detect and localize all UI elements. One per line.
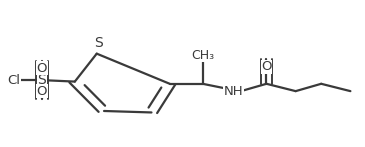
Text: S: S: [38, 73, 46, 87]
Text: O: O: [37, 62, 47, 75]
Text: NH: NH: [224, 85, 243, 98]
Text: Cl: Cl: [7, 74, 20, 87]
Text: S: S: [94, 36, 103, 50]
Text: O: O: [37, 85, 47, 98]
Text: CH₃: CH₃: [191, 49, 214, 61]
Text: O: O: [261, 60, 272, 73]
